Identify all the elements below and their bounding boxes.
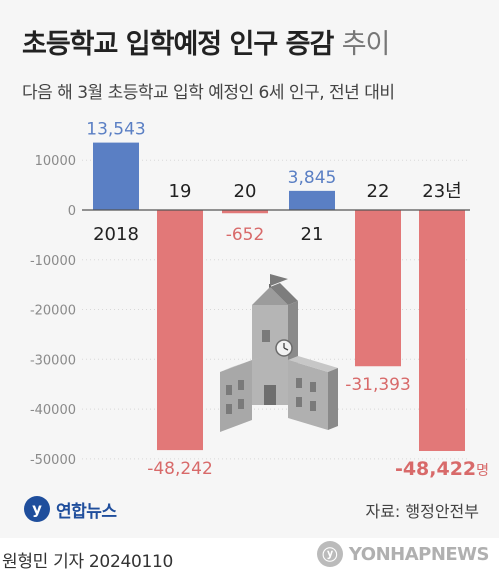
y-tick-label: 0 [68, 204, 76, 219]
y-tick-label: -50000 [30, 453, 76, 468]
category-label: 2018 [93, 224, 139, 245]
category-label: 21 [301, 224, 324, 245]
yonhap-logo-text: 연합뉴스 [56, 501, 117, 522]
category-label: 19 [169, 181, 192, 202]
byline: 원형민 기자 20240110 [2, 552, 174, 572]
category-label: 22 [367, 181, 390, 202]
yonhap-logo-icon: y [24, 496, 50, 522]
value-label: -48,422명 [395, 458, 489, 480]
bar [157, 210, 203, 451]
bar [355, 210, 401, 367]
y-tick-label: -40000 [30, 403, 76, 418]
unit-label: 명 [476, 463, 489, 479]
value-label: 3,845 [288, 168, 337, 188]
watermark: ⓨ YONHAPNEWS [316, 541, 490, 567]
y-tick-label: -30000 [30, 353, 76, 368]
bar [289, 190, 335, 210]
chart-subtitle: 다음 해 3월 초등학교 입학 예정인 6세 인구, 전년 대비 [22, 83, 395, 103]
chart-title-main: 초등학교 입학예정 인구 증감 [22, 29, 334, 60]
value-label: -652 [226, 225, 265, 245]
value-label: -31,393 [345, 375, 411, 395]
chart-title: 초등학교 입학예정 인구 증감 추이 [22, 22, 391, 61]
category-label: 23년 [422, 181, 461, 202]
bar [419, 210, 465, 451]
chart-title-suffix: 추이 [341, 29, 391, 60]
value-label: 13,543 [86, 120, 145, 140]
infographic-card [0, 0, 499, 538]
yonhap-logo: y 연합뉴스 [24, 496, 117, 522]
y-tick-label: 10000 [35, 154, 76, 169]
y-tick-label: -10000 [30, 254, 76, 269]
bar [93, 142, 139, 210]
bar [222, 210, 268, 214]
category-label: 20 [234, 181, 257, 202]
school-building-illustration [220, 274, 338, 432]
watermark-text: YONHAPNEWS [348, 543, 490, 565]
data-source: 자료: 행정안전부 [365, 502, 479, 521]
bar-chart: 10000 0 -10000 -20000 -30000 -40000 -50000 [30, 120, 489, 480]
value-label: -48,242 [147, 459, 213, 479]
watermark-icon: ⓨ [316, 541, 343, 567]
y-tick-label: -20000 [30, 304, 76, 319]
